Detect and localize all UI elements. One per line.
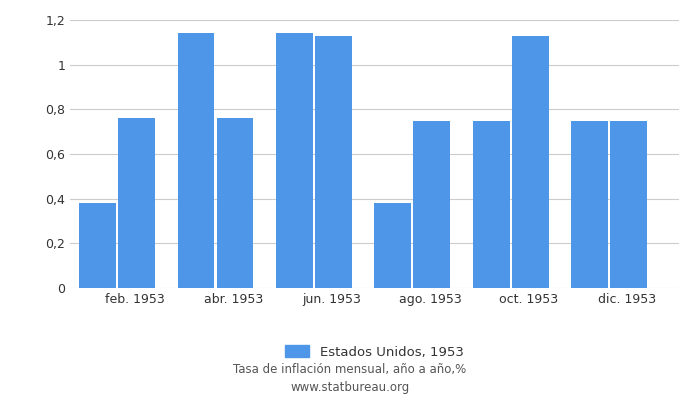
Bar bbox=[118, 118, 155, 288]
Bar bbox=[315, 36, 351, 288]
Bar bbox=[374, 203, 411, 288]
Text: www.statbureau.org: www.statbureau.org bbox=[290, 382, 410, 394]
Bar bbox=[512, 36, 549, 288]
Bar bbox=[473, 120, 510, 288]
Legend: Estados Unidos, 1953: Estados Unidos, 1953 bbox=[280, 340, 469, 364]
Bar bbox=[216, 118, 253, 288]
Bar bbox=[571, 120, 608, 288]
Bar bbox=[610, 120, 647, 288]
Bar bbox=[276, 33, 313, 288]
Bar bbox=[79, 203, 116, 288]
Bar bbox=[414, 120, 450, 288]
Bar bbox=[178, 33, 214, 288]
Text: Tasa de inflación mensual, año a año,%: Tasa de inflación mensual, año a año,% bbox=[233, 364, 467, 376]
